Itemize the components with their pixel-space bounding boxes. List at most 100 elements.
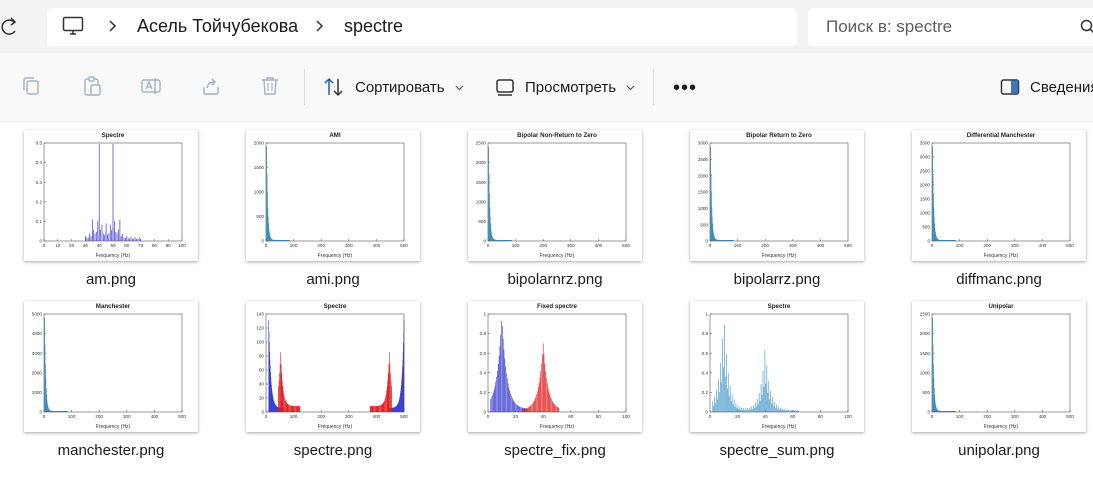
file-thumbnail[interactable]: Differential Manchester 0 100 200 300 400 500 0… [912, 130, 1086, 261]
file-name[interactable]: diffmanc.png [956, 271, 1042, 288]
details-pane-button[interactable]: Сведения [1000, 75, 1093, 99]
x-tick-label: 200 [95, 414, 103, 419]
file-name[interactable]: manchester.png [57, 442, 165, 459]
x-tick-label: 80 [152, 243, 158, 248]
chevron-right-icon[interactable] [313, 19, 325, 33]
y-tick-label: 1000 [698, 206, 709, 211]
y-tick-label: 2000 [920, 183, 931, 188]
y-tick-label: 1 [483, 312, 486, 317]
y-tick-label: 60 [259, 368, 265, 373]
y-tick-label: 1 [705, 312, 708, 317]
file-thumbnail[interactable]: Fixed spectre 0 20 40 60 80 100 0 0.2 0.4 0.6 0.8 1 F… [468, 301, 642, 432]
sort-button[interactable]: Сортировать [323, 75, 464, 99]
y-tick-label: 2500 [920, 312, 931, 317]
x-tick-label: 300 [1011, 243, 1019, 248]
rename-icon[interactable] [140, 75, 162, 97]
y-tick-label: 500 [700, 222, 708, 227]
x-tick-label: 100 [178, 243, 186, 248]
y-tick-label: 1000 [476, 199, 487, 204]
command-bar: Сортировать Просмотреть ••• Сведения [0, 53, 1093, 122]
y-tick-label: 40 [259, 382, 265, 387]
x-tick-label: 200 [317, 243, 325, 248]
file-thumbnail[interactable]: Bipolar Return to Zero 0 100 200 300 400 500 0 5… [690, 130, 864, 261]
y-tick-label: 1000 [32, 390, 43, 395]
view-button[interactable]: Просмотреть [495, 75, 635, 99]
file-thumbnail[interactable]: Manchester 0 100 200 300 400 500 0 1000 2000 3000 4… [24, 301, 198, 432]
file-thumbnail[interactable]: Spectre 0 20 40 60 80 100 0 0.2 0.4 0.6 0.8 1 Frequen… [690, 301, 864, 432]
paste-icon[interactable] [81, 75, 103, 97]
x-axis-label: Frequency (Hz) [318, 253, 353, 259]
file-thumbnail[interactable]: Bipolar Non-Return to Zero 0 100 200 300 400 5… [468, 130, 642, 261]
x-tick-label: 100 [844, 414, 852, 419]
x-axis-label: Frequency (Hz) [96, 424, 131, 430]
file-thumbnail[interactable]: Spectre 0 10 20 30 40 50 60 70 80 90 100 0 0.1 0.2 0.3 0… [24, 130, 198, 261]
x-axis-label: Frequency (Hz) [762, 424, 797, 430]
y-tick-label: 20 [259, 396, 265, 401]
chevron-right-icon[interactable] [106, 19, 118, 33]
y-tick-label: 2000 [698, 173, 709, 178]
file-name[interactable]: ami.png [306, 271, 360, 288]
y-tick-label: 500 [256, 214, 264, 219]
share-icon[interactable] [200, 75, 222, 97]
y-tick-label: 2500 [920, 169, 931, 174]
y-tick-label: 0.5 [36, 141, 43, 146]
spectrum-plot-image: Bipolar Non-Return to Zero 0 100 200 300 400 5… [468, 130, 642, 261]
file-name[interactable]: spectre_fix.png [504, 442, 606, 459]
y-tick-label: 0.1 [36, 219, 43, 224]
chevron-down-icon [626, 85, 635, 90]
y-tick-label: 0 [261, 239, 264, 244]
view-icon [496, 79, 514, 96]
x-tick-label: 0 [43, 243, 46, 248]
x-tick-label: 400 [1039, 243, 1047, 248]
x-tick-label: 0 [265, 414, 268, 419]
x-tick-label: 400 [595, 243, 603, 248]
breadcrumb-item-folder[interactable]: spectre [344, 16, 404, 36]
file-name[interactable]: spectre_sum.png [719, 442, 835, 459]
x-tick-label: 60 [124, 243, 130, 248]
file-name[interactable]: unipolar.png [958, 442, 1040, 459]
plot-axes [265, 142, 405, 242]
x-tick-label: 100 [68, 414, 76, 419]
breadcrumb[interactable]: Асель Тойчубекова spectre [47, 8, 797, 46]
details-label: Сведения [1030, 78, 1093, 96]
y-tick-label: 0.2 [480, 390, 487, 395]
x-tick-label: 50 [110, 243, 116, 248]
y-tick-label: 0.4 [480, 370, 487, 375]
plot-axes [709, 313, 849, 413]
x-tick-label: 100 [290, 414, 298, 419]
more-options-button[interactable]: ••• [673, 77, 698, 99]
file-thumbnail[interactable]: Spectre 0 100 200 300 400 500 0 20 40 60 80 100 120 14… [246, 301, 420, 432]
file-name[interactable]: bipolarrz.png [733, 271, 821, 288]
this-pc-icon[interactable] [62, 16, 84, 36]
copy-icon[interactable] [20, 75, 42, 97]
y-tick-label: 2000 [254, 141, 265, 146]
y-tick-label: 500 [922, 225, 930, 230]
x-tick-label: 20 [513, 414, 519, 419]
search-box[interactable]: Поиск в: spectre [808, 8, 1093, 46]
file-thumbnail[interactable]: Unipolar 0 100 200 300 400 500 0 500 1000 1500 2000… [912, 301, 1086, 432]
breadcrumb-item-user[interactable]: Асель Тойчубекова [137, 16, 299, 36]
x-tick-label: 300 [345, 414, 353, 419]
plot-axes [265, 313, 405, 413]
refresh-icon[interactable] [0, 16, 20, 38]
y-tick-label: 1500 [920, 197, 931, 202]
x-tick-label: 300 [345, 243, 353, 248]
x-tick-label: 100 [290, 243, 298, 248]
y-tick-label: 1500 [698, 190, 709, 195]
x-tick-label: 100 [956, 414, 964, 419]
y-tick-label: 1000 [920, 370, 931, 375]
delete-icon[interactable] [259, 75, 281, 97]
file-name[interactable]: bipolarnrz.png [507, 271, 603, 288]
file-name[interactable]: am.png [85, 271, 137, 288]
chevron-down-icon [455, 85, 464, 90]
search-input[interactable]: Поиск в: spectre [826, 17, 953, 36]
file-name[interactable]: spectre.png [293, 442, 373, 459]
x-axis-label: Frequency (Hz) [540, 253, 575, 259]
x-tick-label: 100 [734, 243, 742, 248]
y-tick-label: 140 [256, 312, 264, 317]
spectrum-plot-image: Bipolar Return to Zero 0 100 200 300 400 500 0 5… [690, 130, 864, 261]
file-thumbnail[interactable]: AMI 0 100 200 300 400 500 0 500 1000 1500 2000 Frequ… [246, 130, 420, 261]
x-tick-label: 500 [400, 243, 408, 248]
y-tick-label: 2000 [920, 331, 931, 336]
